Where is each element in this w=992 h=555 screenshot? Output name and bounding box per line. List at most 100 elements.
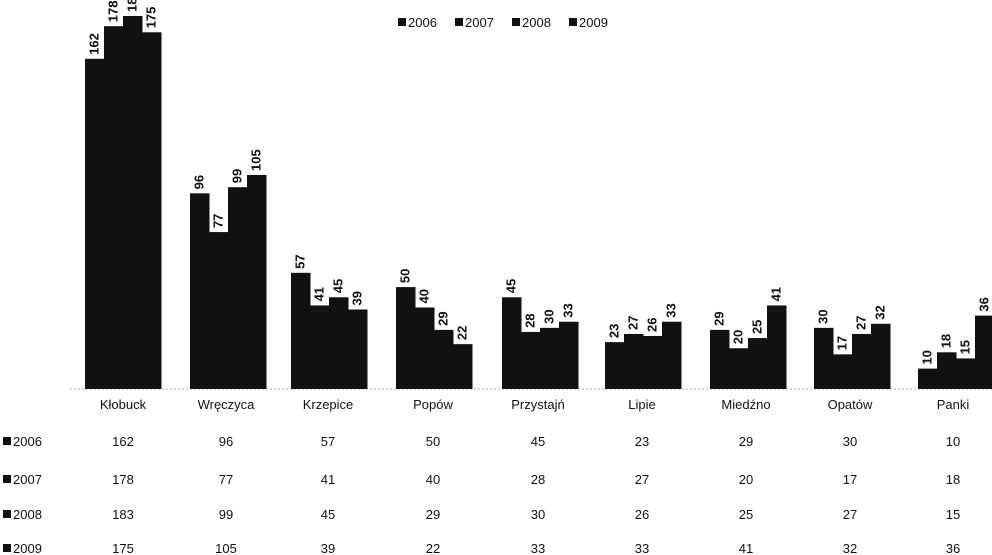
category-label: Lipie — [628, 397, 655, 412]
table-cell: 22 — [426, 541, 440, 555]
table-cell: 26 — [635, 507, 649, 522]
bar-przystaj--2007 — [521, 331, 541, 389]
bar-opat-w-2006 — [814, 327, 834, 389]
legend-swatch-2009 — [569, 18, 577, 26]
bar-panki-2007 — [937, 352, 957, 389]
bar-value-label: 183 — [125, 0, 140, 12]
bar-opat-w-2008 — [852, 333, 872, 389]
legend: 2006 2007 2008 2009 — [398, 15, 608, 30]
bar-value-label: 23 — [607, 324, 622, 338]
bar-value-label: 39 — [350, 291, 365, 305]
bar-wr-czyca-2009 — [247, 174, 267, 389]
bar-lipie-2007 — [624, 333, 644, 389]
bar-value-label: 45 — [331, 279, 346, 293]
category-label: Popów — [413, 397, 453, 412]
table-cell: 23 — [635, 434, 649, 449]
bar-value-label: 41 — [769, 287, 784, 301]
bar-wr-czyca-2006 — [190, 193, 210, 389]
table-cell: 57 — [321, 434, 335, 449]
bar-pop-w-2007 — [415, 307, 435, 389]
bar-lipie-2008 — [643, 336, 663, 389]
category-label: Opatów — [828, 397, 873, 412]
bar-value-label: 25 — [750, 320, 765, 334]
bar-value-label: 57 — [293, 254, 308, 268]
table-cell: 18 — [946, 472, 960, 487]
bar-opat-w-2007 — [833, 354, 853, 389]
table-cell: 30 — [531, 507, 545, 522]
table-key-2007 — [3, 475, 11, 483]
table-cell: 45 — [531, 434, 545, 449]
bar-value-label: 175 — [144, 7, 159, 29]
table-cell: 25 — [739, 507, 753, 522]
bar-value-label: 40 — [417, 289, 432, 303]
bar-krzepice-2006 — [291, 272, 311, 389]
table-row-label-2009: 2009 — [13, 541, 42, 555]
bar-value-label: 41 — [312, 287, 327, 301]
table-cell: 32 — [843, 541, 857, 555]
bar-labels-group: 162 178 183 175 96 77 99 105 57 41 45 39 50 40 29 22 45 2… — [87, 0, 992, 365]
table-cell: 96 — [219, 434, 233, 449]
legend-swatch-2008 — [512, 18, 520, 26]
bar-value-label: 18 — [939, 334, 954, 348]
table-cell: 39 — [321, 541, 335, 555]
bar-value-label: 29 — [436, 311, 451, 325]
bar-k-obuck-2009 — [142, 32, 162, 390]
bars-group — [85, 16, 992, 390]
table-cell: 175 — [112, 541, 134, 555]
bar-value-label: 30 — [816, 309, 831, 323]
bar-mied-no-2007 — [729, 348, 749, 389]
legend-label-2009: 2009 — [579, 15, 608, 30]
table-key-2006 — [3, 437, 11, 445]
table-row-label-2006: 2006 — [13, 434, 42, 449]
bar-k-obuck-2006 — [85, 58, 105, 389]
bar-przystaj--2006 — [502, 297, 522, 389]
bar-value-label: 27 — [854, 315, 869, 329]
legend-label-2007: 2007 — [465, 15, 494, 30]
table-cell: 27 — [635, 472, 649, 487]
table-cell: 41 — [321, 472, 335, 487]
data-table: 2006 162 96 57 50 45 23 29 30 10 2007 178 77 41 40 28 27… — [3, 434, 960, 555]
table-key-2009 — [3, 544, 11, 552]
bar-value-label: 105 — [249, 149, 264, 171]
table-row-label-2008: 2008 — [13, 507, 42, 522]
bar-value-label: 26 — [645, 318, 660, 332]
table-cell: 30 — [843, 434, 857, 449]
table-cell: 36 — [946, 541, 960, 555]
bar-lipie-2009 — [662, 321, 682, 389]
table-cell: 15 — [946, 507, 960, 522]
table-cell: 33 — [531, 541, 545, 555]
legend-swatch-2006 — [398, 18, 406, 26]
bar-wr-czyca-2007 — [209, 232, 229, 389]
table-cell: 17 — [843, 472, 857, 487]
bar-value-label: 22 — [455, 326, 470, 340]
table-cell: 77 — [219, 472, 233, 487]
bar-value-label: 162 — [87, 33, 102, 55]
bar-pop-w-2008 — [434, 329, 454, 389]
bar-mied-no-2006 — [710, 329, 730, 389]
bar-value-label: 30 — [542, 309, 557, 323]
bar-mied-no-2009 — [767, 305, 787, 389]
bar-value-label: 10 — [920, 350, 935, 364]
bar-krzepice-2008 — [329, 297, 349, 389]
bar-value-label: 50 — [398, 269, 413, 283]
bar-value-label: 96 — [192, 175, 207, 189]
table-cell: 10 — [946, 434, 960, 449]
table-cell: 105 — [215, 541, 237, 555]
bar-value-label: 17 — [835, 336, 850, 350]
bar-value-label: 27 — [626, 315, 641, 329]
bar-value-label: 20 — [731, 330, 746, 344]
category-label: Panki — [937, 397, 970, 412]
table-cell: 27 — [843, 507, 857, 522]
bar-przystaj--2008 — [540, 327, 560, 389]
table-cell: 99 — [219, 507, 233, 522]
category-label: Wręczyca — [198, 397, 256, 412]
category-label: Kłobuck — [100, 397, 147, 412]
table-key-2008 — [3, 510, 11, 518]
table-cell: 162 — [112, 434, 134, 449]
bar-opat-w-2009 — [871, 323, 891, 389]
bar-panki-2008 — [956, 358, 976, 389]
bar-value-label: 33 — [561, 303, 576, 317]
table-cell: 33 — [635, 541, 649, 555]
bar-value-label: 178 — [106, 0, 121, 22]
